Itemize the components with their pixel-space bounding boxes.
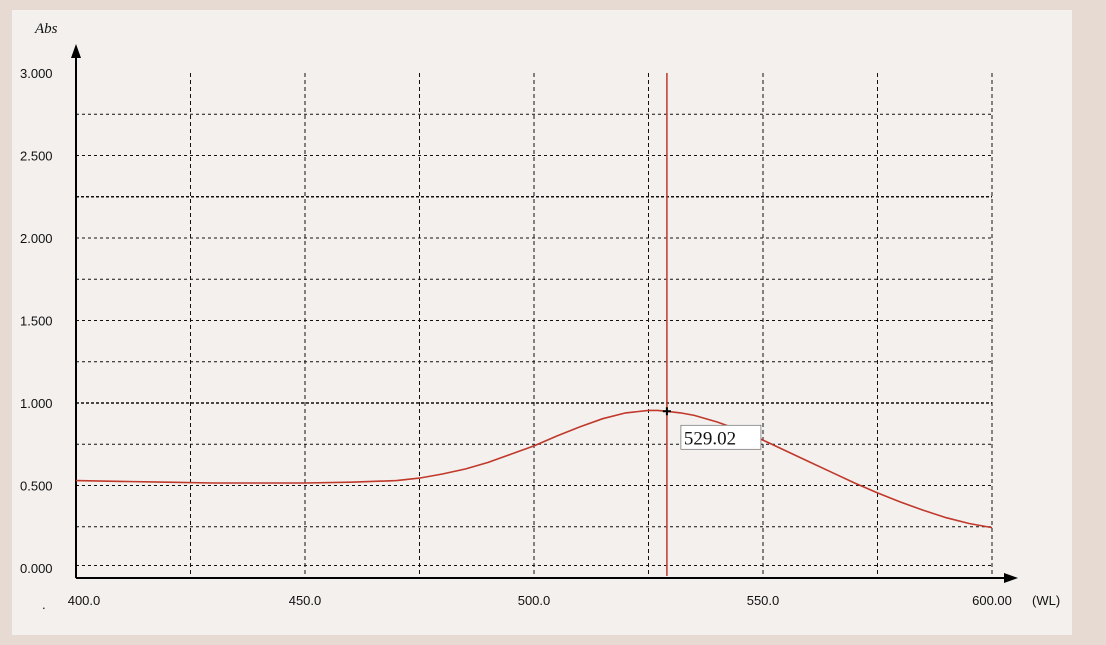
y-tick-label: 1.500 <box>20 314 53 329</box>
y-tick-label: 0.000 <box>20 561 53 576</box>
cursor-marker <box>662 407 671 416</box>
x-axis-label: (WL) <box>1032 593 1060 608</box>
cursor-readout-box <box>680 424 762 450</box>
x-axis-arrow <box>1004 573 1018 583</box>
tick-labels: 0.000 0.500 1.000 1.500 2.000 2.500 3.000 400.0… <box>20 66 1012 608</box>
y-tick-label: 0.500 <box>20 479 53 494</box>
y-tick-label: 2.500 <box>20 149 53 164</box>
y-axis-label: Abs <box>34 21 58 37</box>
cursor-layer[interactable]: 529.02 <box>662 73 762 576</box>
series-layer <box>75 409 993 529</box>
y-tick-label: 2.000 <box>20 231 53 246</box>
plot-area <box>12 10 1072 635</box>
grid-lines <box>76 73 993 576</box>
origin-dot: . <box>42 597 46 612</box>
absorbance-series-line <box>75 409 993 529</box>
x-tick-label: 400.0 <box>68 593 101 608</box>
x-tick-label: 500.0 <box>518 593 551 608</box>
cursor-readout-value: 529.02 <box>684 428 736 449</box>
axes <box>71 44 1018 583</box>
x-tick-label: 550.0 <box>747 593 780 608</box>
y-tick-label: 1.000 <box>20 396 53 411</box>
y-axis-arrow <box>71 44 81 58</box>
y-tick-label: 3.000 <box>20 66 53 81</box>
x-tick-label: 450.0 <box>289 593 322 608</box>
x-tick-label: 600.00 <box>972 593 1012 608</box>
